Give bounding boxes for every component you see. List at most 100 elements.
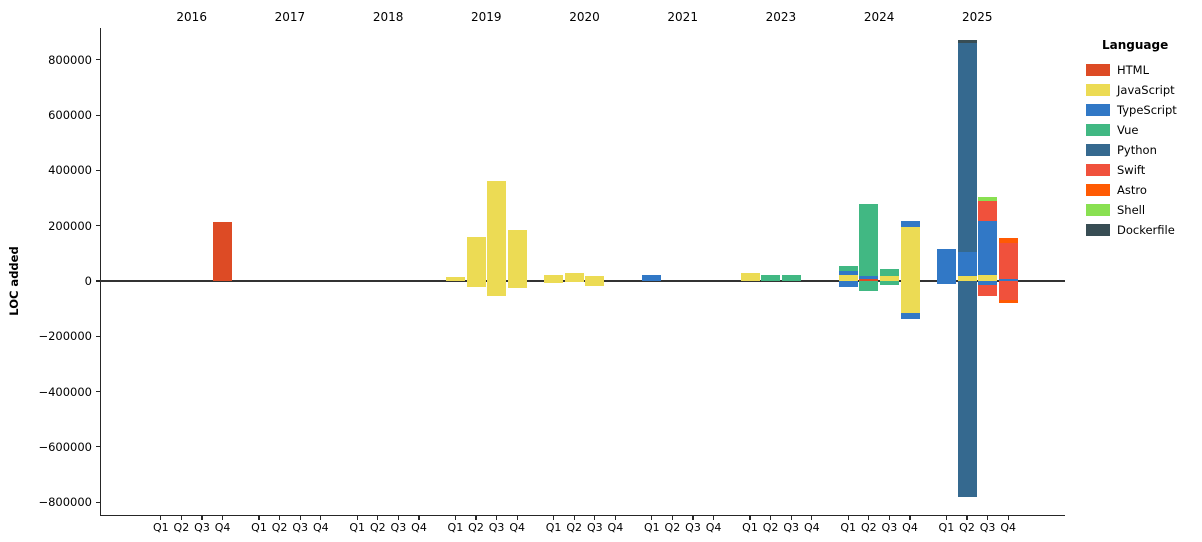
quarter-label: Q2 bbox=[566, 521, 583, 534]
bar-segment-2020-Q1-javascript bbox=[544, 281, 564, 283]
bar-segment-2024-Q3-vue bbox=[879, 269, 899, 277]
x-tick bbox=[397, 516, 399, 520]
quarter-label: Q3 bbox=[586, 521, 603, 534]
bar-segment-2025-Q1-typescript bbox=[936, 281, 956, 285]
y-tick-label: −400000 bbox=[38, 384, 92, 399]
bar-segment-2025-Q4-astro bbox=[998, 299, 1018, 303]
y-tick-label: 800000 bbox=[48, 52, 92, 67]
legend-item-python: Python bbox=[1086, 140, 1200, 160]
bar-segment-2019-Q1-javascript bbox=[445, 277, 465, 281]
bar-segment-2025-Q3-swift bbox=[978, 285, 998, 296]
year-label-2021: 2021 bbox=[667, 10, 698, 24]
quarter-label: Q4 bbox=[312, 521, 329, 534]
quarter-label: Q4 bbox=[1000, 521, 1017, 534]
x-tick bbox=[356, 516, 358, 520]
legend-swatch-icon bbox=[1086, 164, 1110, 176]
bar-segment-2025-Q3-typescript bbox=[978, 220, 998, 275]
bar-segment-2025-Q4-swift bbox=[998, 242, 1018, 280]
x-tick bbox=[966, 516, 968, 520]
bar-segment-2019-Q2-javascript bbox=[466, 281, 486, 287]
year-label-2025: 2025 bbox=[962, 10, 993, 24]
bar-segment-2020-Q3-javascript bbox=[585, 281, 605, 286]
legend-swatch-icon bbox=[1086, 84, 1110, 96]
x-tick bbox=[454, 516, 456, 520]
y-tick-label: −200000 bbox=[38, 329, 92, 344]
bar-segment-2020-Q1-javascript bbox=[544, 274, 564, 281]
quarter-label: Q4 bbox=[803, 521, 820, 534]
x-tick bbox=[749, 516, 751, 520]
x-tick bbox=[909, 516, 911, 520]
legend-swatch-icon bbox=[1086, 104, 1110, 116]
legend-item-astro: Astro bbox=[1086, 180, 1200, 200]
quarter-label: Q2 bbox=[664, 521, 681, 534]
y-tick bbox=[96, 114, 100, 116]
quarter-label: Q2 bbox=[369, 521, 386, 534]
bar-segment-2021-Q1-typescript bbox=[642, 274, 662, 281]
legend-label: Shell bbox=[1117, 203, 1146, 217]
bar-segment-2024-Q2-vue bbox=[859, 203, 879, 276]
legend-label: Python bbox=[1117, 143, 1157, 157]
year-label-2024: 2024 bbox=[863, 10, 895, 24]
x-tick bbox=[888, 516, 890, 520]
legend-item-dockerfile: Dockerfile bbox=[1086, 220, 1200, 240]
legend-item-swift: Swift bbox=[1086, 160, 1200, 180]
quarter-label: Q4 bbox=[411, 521, 427, 534]
x-tick bbox=[594, 516, 596, 520]
y-tick bbox=[96, 446, 100, 448]
quarter-label: Q1 bbox=[152, 521, 169, 534]
legend-label: Dockerfile bbox=[1117, 223, 1175, 237]
bar-segment-2025-Q2-javascript bbox=[957, 275, 977, 281]
bar-segment-2025-Q2-python bbox=[957, 281, 977, 497]
quarter-label: Q1 bbox=[447, 521, 464, 534]
bar-segment-2025-Q4-typescript bbox=[998, 279, 1018, 281]
bar-segment-2024-Q2-vue bbox=[859, 281, 879, 292]
legend-swatch-icon bbox=[1086, 64, 1110, 76]
legend-item-javascript: JavaScript bbox=[1086, 80, 1200, 100]
legend-label: HTML bbox=[1117, 63, 1150, 77]
x-tick bbox=[180, 516, 182, 520]
bar-segment-2025-Q2-dockerfile bbox=[957, 40, 977, 43]
bar-segment-2019-Q3-javascript bbox=[487, 281, 507, 297]
x-tick bbox=[516, 516, 518, 520]
y-tick-label: 0 bbox=[84, 274, 92, 288]
y-tick bbox=[96, 501, 100, 503]
quarter-label: Q2 bbox=[271, 521, 288, 534]
quarter-label: Q1 bbox=[742, 521, 758, 534]
bar-segment-2019-Q2-javascript bbox=[466, 236, 486, 281]
quarter-label: Q1 bbox=[840, 521, 857, 534]
bar-segment-2024-Q4-typescript bbox=[900, 220, 920, 228]
zero-line bbox=[100, 280, 1065, 282]
bar-segment-2024-Q1-typescript bbox=[838, 271, 858, 275]
year-label-2017: 2017 bbox=[274, 10, 306, 24]
quarter-label: Q1 bbox=[545, 521, 562, 534]
x-tick bbox=[868, 516, 870, 520]
x-tick bbox=[279, 516, 281, 520]
year-label-2023: 2023 bbox=[765, 10, 797, 24]
legend-label: Astro bbox=[1117, 183, 1147, 197]
quarter-label: Q3 bbox=[390, 521, 407, 534]
bar-segment-2025-Q3-typescript bbox=[978, 281, 998, 286]
year-label-2019: 2019 bbox=[471, 10, 502, 24]
bar-segment-2024-Q2-html bbox=[859, 279, 879, 281]
y-tick-label: 400000 bbox=[48, 163, 92, 178]
quarter-label: Q3 bbox=[488, 521, 505, 534]
x-tick bbox=[320, 516, 322, 520]
bar-segment-2023-Q3-vue bbox=[781, 275, 801, 281]
bar-segment-2024-Q2-typescript bbox=[859, 275, 879, 280]
legend-swatch-icon bbox=[1086, 144, 1110, 156]
bar-segment-2024-Q4-javascript bbox=[900, 227, 920, 281]
y-tick-label: 200000 bbox=[48, 218, 92, 233]
bar-segment-2016-Q4-html bbox=[213, 221, 233, 281]
bar-segment-2025-Q4-astro bbox=[998, 237, 1018, 243]
x-tick bbox=[475, 516, 477, 520]
year-label-2018: 2018 bbox=[372, 10, 404, 24]
quarter-label: Q3 bbox=[194, 521, 210, 534]
bar-segment-2024-Q1-javascript bbox=[838, 274, 858, 281]
y-tick bbox=[96, 391, 100, 393]
quarter-label: Q2 bbox=[468, 521, 484, 534]
x-tick bbox=[496, 516, 498, 520]
bar-segment-2023-Q2-vue bbox=[761, 274, 781, 281]
quarter-label: Q3 bbox=[292, 521, 309, 534]
quarter-label: Q3 bbox=[685, 521, 701, 534]
legend-item-html: HTML bbox=[1086, 60, 1200, 80]
